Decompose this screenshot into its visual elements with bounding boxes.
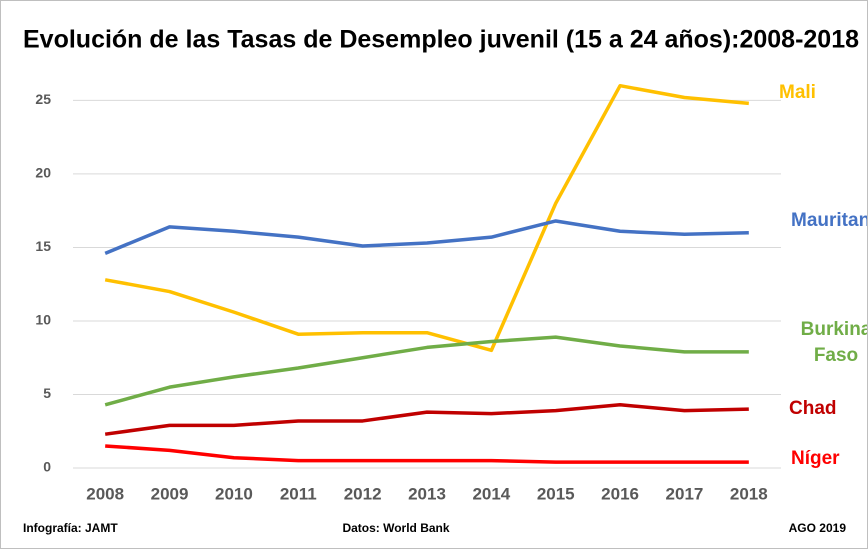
x-tick-label: 2014 xyxy=(472,484,510,503)
x-tick-label: 2016 xyxy=(601,484,639,503)
series-line xyxy=(104,219,749,255)
series-line xyxy=(105,444,749,464)
series-line xyxy=(104,335,749,407)
footer-right: AGO 2019 xyxy=(789,521,847,535)
x-tick-label: 2017 xyxy=(666,484,704,503)
series-line xyxy=(104,83,749,353)
y-tick-label: 15 xyxy=(35,238,51,254)
x-tick-label: 2010 xyxy=(215,484,253,503)
series-label: Chad xyxy=(789,398,837,419)
x-tick-label: 2012 xyxy=(344,484,382,503)
series-line xyxy=(104,403,749,436)
x-tick-label: 2015 xyxy=(537,484,575,503)
y-tick-label: 10 xyxy=(35,312,51,328)
y-tick-label: 25 xyxy=(35,91,51,107)
y-tick-label: 5 xyxy=(43,385,51,401)
x-tick-label: 2013 xyxy=(408,484,446,503)
x-tick-label: 2008 xyxy=(86,484,124,503)
series-label: Burkina Faso xyxy=(800,319,868,366)
y-tick-label: 0 xyxy=(43,459,51,475)
series-label: Mali xyxy=(779,82,816,103)
footer-left: Infografía: JAMT xyxy=(23,521,118,535)
chart-title: Evolución de las Tasas de Desempleo juve… xyxy=(23,26,859,54)
y-tick-label: 20 xyxy=(35,165,51,181)
x-tick-label: 2009 xyxy=(151,484,189,503)
series-label: Níger xyxy=(791,448,840,469)
x-tick-label: 2018 xyxy=(730,484,768,503)
series-label: Mauritania xyxy=(791,210,867,231)
x-tick-label: 2011 xyxy=(280,484,317,503)
footer-center: Datos: World Bank xyxy=(342,521,449,535)
